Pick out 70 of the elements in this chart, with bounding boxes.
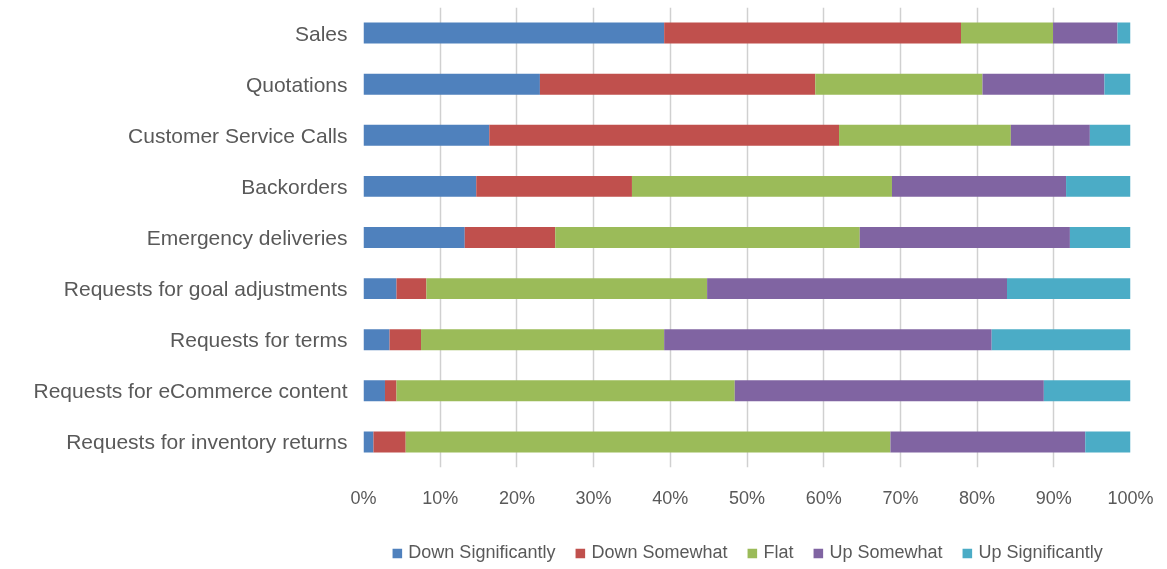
bar [1085,431,1131,453]
y-tick-label: Customer Service Calls [128,123,348,147]
bar [815,73,983,95]
bar [363,329,390,351]
bar [363,73,540,95]
x-tick-label: 100% [1107,487,1154,508]
y-tick-label: Sales [294,21,348,45]
bar [426,278,708,300]
bar [363,431,374,453]
y-tick-label: Requests for inventory returns [66,430,348,454]
bar [363,227,465,248]
bar [396,380,735,402]
bar [839,124,1011,146]
bar [1010,124,1090,146]
legend-label: Up Somewhat [829,542,943,563]
bar [664,22,961,44]
bar [890,431,1086,453]
bar [396,278,427,300]
bar [539,73,816,95]
bar [1117,22,1131,44]
bar [464,227,556,248]
x-tick-label: 0% [350,487,377,508]
bar [1007,278,1131,300]
x-tick-label: 50% [728,487,766,508]
y-tick-label: Requests for terms [170,328,348,352]
bar [363,124,490,146]
x-tick-label: 70% [882,487,919,508]
x-tick-label: 80% [959,487,996,508]
bar [960,22,1054,44]
bar [991,329,1131,351]
bar [384,380,397,402]
bar [1104,73,1131,95]
bar [405,431,891,453]
bar [363,22,665,44]
bar [1066,175,1131,197]
bar [489,124,840,146]
bar [363,278,397,300]
y-tick-label: Requests for eCommerce content [33,379,348,403]
bar [734,380,1044,402]
x-tick-label: 10% [422,487,459,508]
bar [1069,227,1131,248]
bar [1053,22,1118,44]
x-tick-label: 60% [805,487,842,508]
legend-label: Flat [763,542,794,563]
bar [1043,380,1131,402]
bar [363,380,385,402]
x-tick-label: 20% [498,487,535,508]
x-tick-label: 30% [575,487,612,508]
bar [891,175,1067,197]
bar [476,175,632,197]
bar [373,431,406,453]
legend-label: Up Significantly [978,542,1103,563]
bar [707,278,1008,300]
bar [859,227,1070,248]
y-tick-label: Backorders [241,174,348,198]
bar [664,329,992,351]
bar [389,329,422,351]
bar [982,73,1105,95]
bar [555,227,860,248]
y-tick-label: Quotations [245,72,348,96]
legend-label: Down Somewhat [591,542,728,563]
x-tick-label: 90% [1035,487,1072,508]
bar [421,329,665,351]
bar [363,175,477,197]
legend-label: Down Significantly [408,542,556,563]
bar [1089,124,1131,146]
y-tick-label: Emergency deliveries [146,226,348,249]
bar [631,175,892,197]
x-tick-label: 40% [652,487,689,508]
y-tick-label: Requests for goal adjustments [63,277,348,301]
